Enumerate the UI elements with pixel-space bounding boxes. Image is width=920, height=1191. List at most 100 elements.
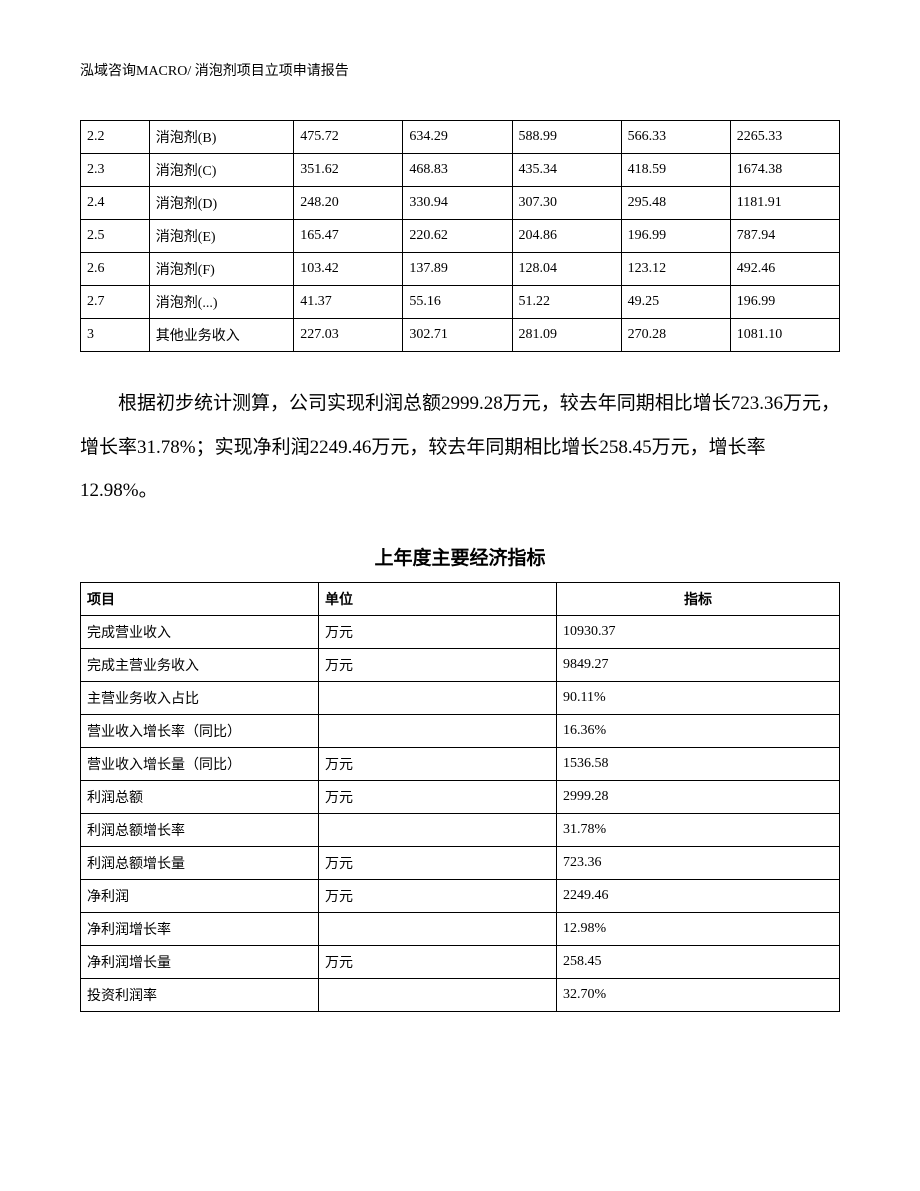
cell: 万元: [319, 616, 557, 649]
table-row: 2.7 消泡剂(...) 41.37 55.16 51.22 49.25 196…: [81, 286, 840, 319]
cell: 128.04: [512, 253, 621, 286]
table-row: 利润总额 万元 2999.28: [81, 781, 840, 814]
cell: 消泡剂(C): [149, 154, 294, 187]
cell: 49.25: [621, 286, 730, 319]
col-header: 项目: [81, 583, 319, 616]
cell: 1181.91: [730, 187, 839, 220]
cell: 万元: [319, 748, 557, 781]
cell: 330.94: [403, 187, 512, 220]
cell: 220.62: [403, 220, 512, 253]
cell: 196.99: [730, 286, 839, 319]
cell: [319, 682, 557, 715]
cell: 295.48: [621, 187, 730, 220]
cell: 2.3: [81, 154, 150, 187]
cell: 2999.28: [557, 781, 840, 814]
cell: 270.28: [621, 319, 730, 352]
cell: [319, 715, 557, 748]
cell: 10930.37: [557, 616, 840, 649]
cell: 2.5: [81, 220, 150, 253]
cell: 588.99: [512, 121, 621, 154]
cell: 利润总额: [81, 781, 319, 814]
cell: 137.89: [403, 253, 512, 286]
cell: 3: [81, 319, 150, 352]
cell: 351.62: [294, 154, 403, 187]
table-row: 2.6 消泡剂(F) 103.42 137.89 128.04 123.12 4…: [81, 253, 840, 286]
table-row: 完成营业收入 万元 10930.37: [81, 616, 840, 649]
table-row: 净利润增长率 12.98%: [81, 913, 840, 946]
cell: 204.86: [512, 220, 621, 253]
cell: 196.99: [621, 220, 730, 253]
cell: [319, 814, 557, 847]
cell: 12.98%: [557, 913, 840, 946]
cell: [319, 913, 557, 946]
cell: 302.71: [403, 319, 512, 352]
cell: 51.22: [512, 286, 621, 319]
cell: 2.6: [81, 253, 150, 286]
table2-title: 上年度主要经济指标: [80, 543, 840, 570]
cell: 90.11%: [557, 682, 840, 715]
cell: 281.09: [512, 319, 621, 352]
cell: 248.20: [294, 187, 403, 220]
cell: 475.72: [294, 121, 403, 154]
cell: 1536.58: [557, 748, 840, 781]
cell: 利润总额增长量: [81, 847, 319, 880]
cell: 723.36: [557, 847, 840, 880]
cell: 万元: [319, 946, 557, 979]
cell: 万元: [319, 781, 557, 814]
cell: 消泡剂(D): [149, 187, 294, 220]
cell: 2.4: [81, 187, 150, 220]
cell: 万元: [319, 847, 557, 880]
table2-body: 完成营业收入 万元 10930.37 完成主营业务收入 万元 9849.27 主…: [81, 616, 840, 1012]
cell: 万元: [319, 880, 557, 913]
table-row: 净利润增长量 万元 258.45: [81, 946, 840, 979]
cell: 227.03: [294, 319, 403, 352]
cell: [319, 979, 557, 1012]
cell: 468.83: [403, 154, 512, 187]
cell: 123.12: [621, 253, 730, 286]
cell: 41.37: [294, 286, 403, 319]
cell: 165.47: [294, 220, 403, 253]
table-row: 利润总额增长率 31.78%: [81, 814, 840, 847]
table-row: 2.5 消泡剂(E) 165.47 220.62 204.86 196.99 7…: [81, 220, 840, 253]
economic-indicators-table: 项目 单位 指标 完成营业收入 万元 10930.37 完成主营业务收入 万元 …: [80, 582, 840, 1012]
cell: 566.33: [621, 121, 730, 154]
cell: 435.34: [512, 154, 621, 187]
table1-body: 2.2 消泡剂(B) 475.72 634.29 588.99 566.33 2…: [81, 121, 840, 352]
cell: 418.59: [621, 154, 730, 187]
cell: 消泡剂(B): [149, 121, 294, 154]
cell: 完成主营业务收入: [81, 649, 319, 682]
cell: 主营业务收入占比: [81, 682, 319, 715]
cell: 1674.38: [730, 154, 839, 187]
col-header: 单位: [319, 583, 557, 616]
cell: 消泡剂(...): [149, 286, 294, 319]
table-row: 投资利润率 32.70%: [81, 979, 840, 1012]
cell: 1081.10: [730, 319, 839, 352]
summary-paragraph: 根据初步统计测算，公司实现利润总额2999.28万元，较去年同期相比增长723.…: [80, 382, 840, 513]
cell: 9849.27: [557, 649, 840, 682]
cell: 787.94: [730, 220, 839, 253]
table-row: 2.4 消泡剂(D) 248.20 330.94 307.30 295.48 1…: [81, 187, 840, 220]
product-revenue-table: 2.2 消泡剂(B) 475.72 634.29 588.99 566.33 2…: [80, 120, 840, 352]
table-row: 营业收入增长率（同比） 16.36%: [81, 715, 840, 748]
table-row: 2.3 消泡剂(C) 351.62 468.83 435.34 418.59 1…: [81, 154, 840, 187]
cell: 103.42: [294, 253, 403, 286]
cell: 营业收入增长量（同比）: [81, 748, 319, 781]
cell: 2249.46: [557, 880, 840, 913]
cell: 利润总额增长率: [81, 814, 319, 847]
cell: 万元: [319, 649, 557, 682]
cell: 消泡剂(E): [149, 220, 294, 253]
cell: 32.70%: [557, 979, 840, 1012]
cell: 2.2: [81, 121, 150, 154]
table2-head: 项目 单位 指标: [81, 583, 840, 616]
col-header: 指标: [557, 583, 840, 616]
cell: 2265.33: [730, 121, 839, 154]
cell: 55.16: [403, 286, 512, 319]
page-header: 泓域咨询MACRO/ 消泡剂项目立项申请报告: [80, 60, 840, 80]
table-row: 2.2 消泡剂(B) 475.72 634.29 588.99 566.33 2…: [81, 121, 840, 154]
cell: 投资利润率: [81, 979, 319, 1012]
cell: 492.46: [730, 253, 839, 286]
cell: 258.45: [557, 946, 840, 979]
cell: 2.7: [81, 286, 150, 319]
cell: 307.30: [512, 187, 621, 220]
document-page: 泓域咨询MACRO/ 消泡剂项目立项申请报告 2.2 消泡剂(B) 475.72…: [0, 0, 920, 1191]
